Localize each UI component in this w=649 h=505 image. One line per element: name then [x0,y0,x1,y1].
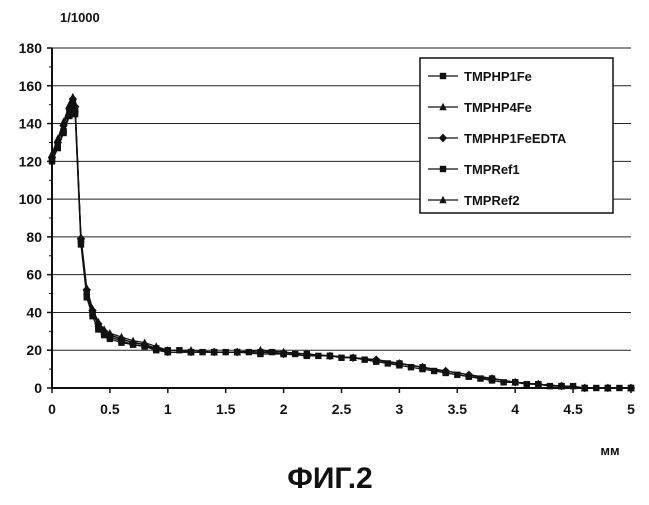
legend-label: TMPHP1Fe [464,69,532,84]
y-tick-label: 100 [19,191,43,207]
figure-caption: ФИГ.2 [287,462,372,495]
y-tick-label: 20 [26,342,42,358]
y-tick-label: 60 [26,267,42,283]
data-point [338,355,344,361]
y-tick-label: 160 [19,78,43,94]
y-unit-label: 1/1000 [60,10,100,25]
x-tick-label: 1.5 [216,401,236,417]
x-tick-label: 3.5 [448,401,468,417]
legend: TMPHP1Fe TMPHP4Fe TMPHP1FeEDTA TMPRef1 TMPRe… [420,58,613,213]
legend-label: TMPHP1FeEDTA [464,131,567,146]
legend-marker [440,166,446,172]
y-tick-label: 80 [26,229,42,245]
x-tick-label: 2 [280,401,288,417]
legend-label: TMPHP4Fe [464,100,532,115]
x-tick-label: 3 [396,401,404,417]
x-tick-label: 1 [164,401,172,417]
x-unit-label: мм [600,443,619,458]
y-tick-label: 120 [19,153,43,169]
legend-marker [440,73,446,79]
x-tick-label: 4 [511,401,519,417]
y-tick-label: 140 [19,116,43,132]
y-tick-label: 0 [34,380,42,396]
y-tick-label: 180 [19,40,43,56]
x-tick-label: 0.5 [100,401,120,417]
legend-label: TMPRef1 [464,162,520,177]
y-tick-label: 40 [26,304,42,320]
x-tick-label: 5 [627,401,635,417]
legend-label: TMPRef2 [464,193,520,208]
data-point [524,381,530,387]
x-tick-label: 0 [48,401,56,417]
x-tick-label: 4.5 [563,401,583,417]
x-tick-label: 2.5 [332,401,352,417]
